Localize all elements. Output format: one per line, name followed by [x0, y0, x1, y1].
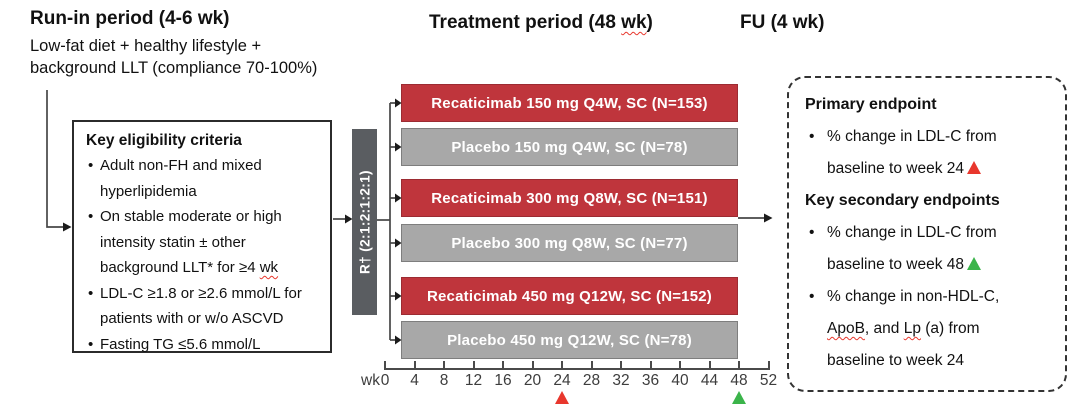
axis-tick-label: 44 [700, 372, 719, 389]
axis-tick-label: 36 [641, 372, 660, 389]
axis-tick [738, 361, 740, 370]
axis-line [384, 368, 770, 370]
eligibility-item-1: Adult non-FH and mixed hyperlipidemia [86, 153, 318, 204]
axis-tick [590, 361, 593, 370]
treatment-period-title-paren: ) [646, 12, 653, 33]
axis-tick-label: 40 [671, 372, 689, 389]
axis-tick-label: 48 [730, 372, 748, 389]
run-in-subtitle: Low-fat diet + healthy lifestyle + backg… [30, 35, 317, 79]
treatment-period-title-text: Treatment period (48 [429, 12, 622, 33]
secondary-endpoint-2-text: , and [864, 320, 904, 337]
eligibility-item-2-text: On stable moderate or high intensity sta… [100, 208, 282, 276]
axis-tick-label: 16 [494, 372, 512, 389]
eligibility-criteria-box: Key eligibility criteria Adult non-FH an… [72, 120, 332, 357]
secondary-endpoint-item-2: % change in non-HDL-C, ApoB, and Lp (a) … [805, 281, 1032, 377]
arm-label: Placebo 300 mg Q8W, SC (N=77) [451, 234, 688, 252]
secondary-endpoint-1-text: % change in LDL-C from baseline to week … [827, 224, 997, 273]
axis-tick [413, 361, 416, 370]
secondary-endpoint-2-lp: Lp [903, 320, 921, 337]
axis-tick-label: 52 [759, 372, 778, 389]
arm-label: Recaticimab 450 mg Q12W, SC (N=152) [426, 287, 713, 305]
follow-up-period-title: FU (4 wk) [740, 12, 825, 33]
run-in-subtitle-line1: Low-fat diet + healthy lifestyle + [30, 37, 262, 55]
axis-unit-label: wk [361, 372, 380, 389]
axis-tick [472, 361, 475, 370]
eligibility-item-4: Fasting TG ≤5.6 mmol/L [86, 332, 318, 358]
axis-tick [531, 361, 534, 370]
axis-tick [443, 361, 445, 370]
axis-tick-label: 28 [582, 372, 601, 389]
randomization-bar: R† (2:1:2:1:2:1) [352, 129, 377, 315]
primary-endpoint-item: % change in LDL-C from baseline to week … [805, 121, 1032, 185]
axis-tick [620, 361, 622, 370]
arm-label: Placebo 450 mg Q12W, SC (N=78) [447, 331, 692, 349]
axis-tick [708, 361, 711, 370]
red-triangle-marker [555, 391, 569, 404]
axis-tick-label: 12 [464, 372, 483, 389]
green-triangle-marker [732, 391, 746, 404]
secondary-endpoint-item-1: % change in LDL-C from baseline to week … [805, 217, 1032, 281]
axis-tick-label: 24 [553, 372, 571, 389]
axis-tick [502, 361, 504, 370]
axis-tick [679, 361, 681, 370]
arm-label: Placebo 150 mg Q4W, SC (N=78) [451, 138, 688, 156]
treatment-period-title: Treatment period (48 wk) [429, 12, 653, 34]
treatment-arm-bar: Recaticimab 300 mg Q8W, SC (N=151) [401, 179, 738, 217]
secondary-endpoint-2-apob: ApoB [827, 320, 865, 337]
axis-tick-label: 32 [612, 372, 630, 389]
axis-tick [767, 361, 770, 370]
secondary-endpoint-2-text: % change in non-HDL-C, [827, 288, 1000, 305]
treatment-period-title-wk: wk [621, 12, 647, 33]
endpoints-box: Primary endpoint % change in LDL-C from … [787, 76, 1067, 392]
placebo-arm-bar: Placebo 150 mg Q4W, SC (N=78) [401, 128, 738, 166]
secondary-endpoints-title: Key secondary endpoints [805, 192, 1000, 209]
eligibility-item-2: On stable moderate or high intensity sta… [86, 204, 318, 281]
arm-label: Recaticimab 300 mg Q8W, SC (N=151) [431, 189, 708, 207]
axis-tick-label: 0 [380, 372, 390, 389]
run-in-period-title: Run-in period (4-6 wk) [30, 8, 230, 29]
red-triangle-icon [967, 161, 982, 174]
axis-tick-label: 8 [439, 372, 449, 389]
axis-tick [649, 361, 652, 370]
arm-label: Recaticimab 150 mg Q4W, SC (N=153) [431, 94, 708, 112]
eligibility-item-3: LDL-C ≥1.8 or ≥2.6 mmol/L for patients w… [86, 281, 318, 332]
axis-tick-label: 4 [410, 372, 419, 389]
treatment-arm-bar: Recaticimab 450 mg Q12W, SC (N=152) [401, 277, 738, 315]
axis-tick [561, 361, 563, 370]
primary-endpoint-title: Primary endpoint [805, 96, 937, 113]
placebo-arm-bar: Placebo 450 mg Q12W, SC (N=78) [401, 321, 738, 359]
run-in-subtitle-line2: background LLT (compliance 70-100%) [30, 59, 318, 77]
eligibility-title: Key eligibility criteria [86, 132, 242, 149]
eligibility-item-2-wk: wk [259, 259, 279, 276]
green-triangle-icon [967, 257, 982, 270]
axis-tick [384, 361, 386, 370]
placebo-arm-bar: Placebo 300 mg Q8W, SC (N=77) [401, 224, 738, 262]
primary-endpoint-text: % change in LDL-C from baseline to week … [827, 128, 997, 177]
axis-tick-label: 20 [523, 372, 542, 389]
treatment-arm-bar: Recaticimab 150 mg Q4W, SC (N=153) [401, 84, 738, 122]
secondary-endpoint-2-text: (a) from baseline to week 24 [827, 320, 980, 369]
